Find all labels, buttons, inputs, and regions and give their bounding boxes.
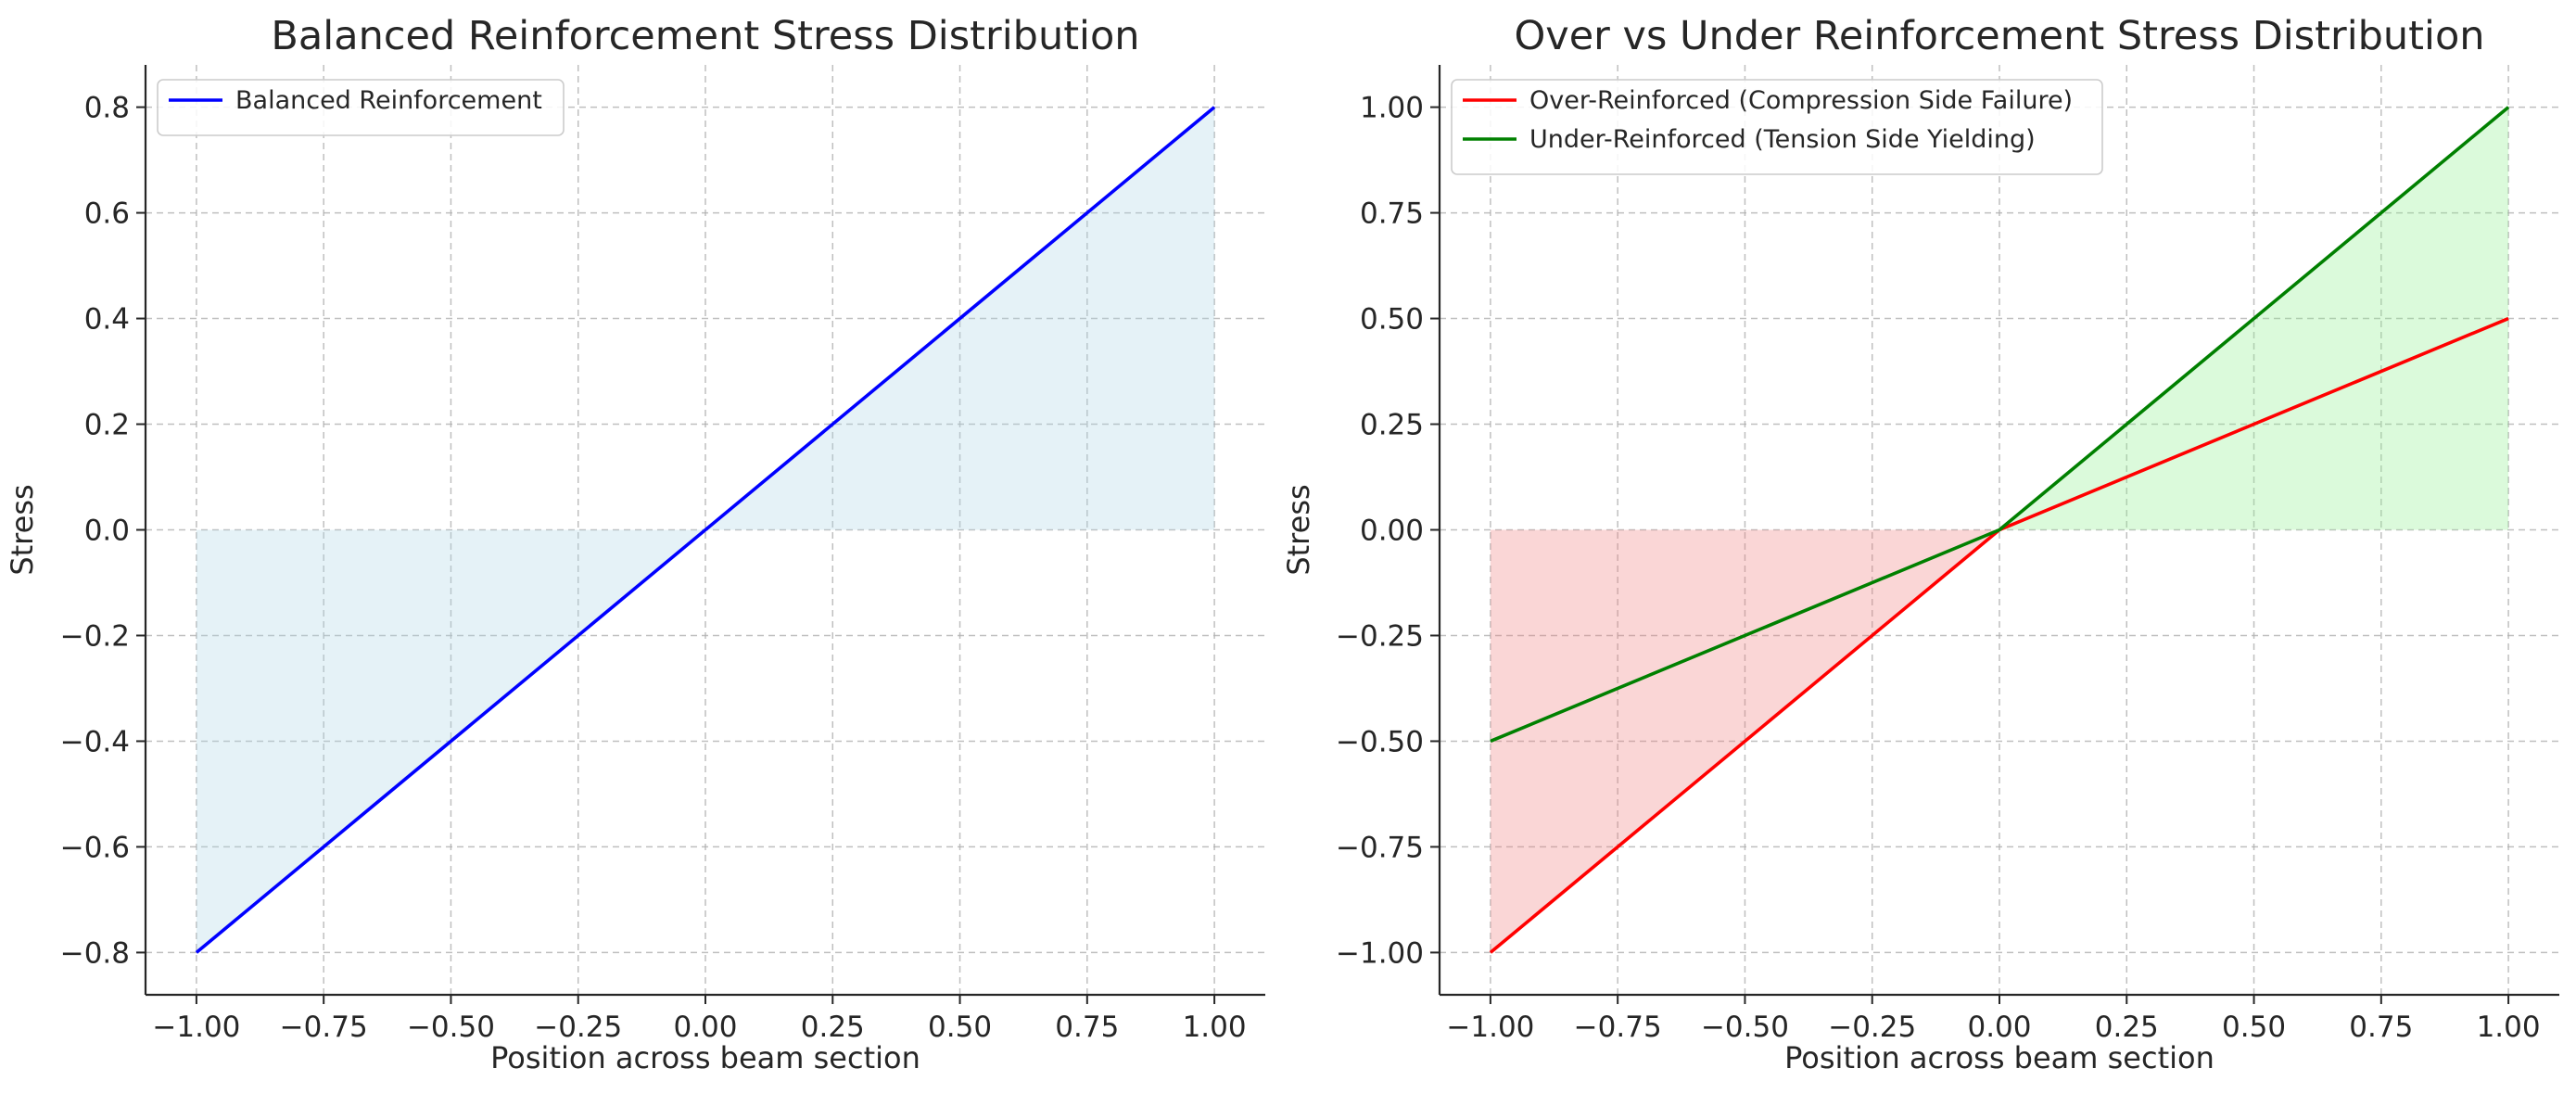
- x-tick-label: 0.00: [673, 1011, 737, 1044]
- legend-label: Balanced Reinforcement: [235, 86, 542, 115]
- legend-box: [157, 79, 565, 136]
- chart-title: Over vs Under Reinforcement Stress Distr…: [1514, 13, 2484, 59]
- y-tick-label: 0.6: [84, 197, 130, 231]
- x-tick-label: 0.75: [1055, 1011, 1119, 1044]
- y-tick-label: −1.00: [1336, 936, 1424, 970]
- x-tick-label: 0.25: [2095, 1011, 2159, 1044]
- x-tick-label: −0.25: [534, 1011, 622, 1044]
- y-tick-label: −0.4: [60, 725, 130, 758]
- y-tick-label: −0.2: [60, 619, 130, 653]
- series-line: [195, 106, 1216, 954]
- x-tick-label: 0.50: [928, 1011, 992, 1044]
- x-tick-label: −0.50: [1701, 1011, 1789, 1044]
- x-tick-label: −0.75: [280, 1011, 368, 1044]
- x-tick-label: 0.50: [2222, 1011, 2286, 1044]
- y-tick-label: 0.8: [84, 92, 130, 125]
- chart-panel-2: −1.00 −0.75 −0.50 −0.25 0.00 0.25 0.50 0.75 1.00…: [1281, 13, 2559, 1075]
- y-tick-label: 0.25: [1360, 409, 1424, 442]
- series-line: [1490, 106, 2510, 744]
- y-axis-label: Stress: [5, 484, 40, 575]
- y-axis-label: Stress: [1281, 484, 1316, 575]
- x-tick-label: −0.75: [1574, 1011, 1662, 1044]
- legend-label: Under-Reinforced (Tension Side Yielding): [1529, 125, 2036, 154]
- x-tick-label: 0.00: [1967, 1011, 2031, 1044]
- y-tick-label: −0.25: [1336, 619, 1424, 653]
- x-axis-label: Position across beam section: [490, 1040, 920, 1075]
- y-tick-label: 0.4: [84, 303, 130, 337]
- legend-label: Over-Reinforced (Compression Side Failur…: [1529, 86, 2073, 115]
- x-tick-label: −0.50: [407, 1011, 495, 1044]
- y-tick-label: 0.0: [84, 515, 130, 548]
- chart-panel-1: −1.00 −0.75 −0.50 −0.25 0.00 0.25 0.50 0.75 1.00…: [5, 13, 1265, 1075]
- x-tick-label: 1.00: [1183, 1011, 1247, 1044]
- x-tick-label: −0.25: [1828, 1011, 1916, 1044]
- y-tick-label: −0.6: [60, 831, 130, 864]
- y-tick-label: −0.50: [1336, 725, 1424, 758]
- y-tick-label: 0.75: [1360, 197, 1424, 231]
- y-tick-label: 1.00: [1360, 92, 1424, 125]
- x-tick-label: 1.00: [2477, 1011, 2541, 1044]
- y-tick-label: 0.2: [84, 409, 130, 442]
- y-tick-label: −0.8: [60, 936, 130, 970]
- y-tick-label: 0.50: [1360, 303, 1424, 337]
- x-axis-label: Position across beam section: [1784, 1040, 2214, 1075]
- y-tick-label: 0.00: [1360, 515, 1424, 548]
- x-tick-label: −1.00: [152, 1011, 240, 1044]
- chart-title: Balanced Reinforcement Stress Distributi…: [271, 13, 1139, 59]
- y-tick-label: −0.75: [1336, 831, 1424, 864]
- x-tick-label: −1.00: [1446, 1011, 1534, 1044]
- x-tick-label: 0.75: [2349, 1011, 2413, 1044]
- x-tick-label: 0.25: [801, 1011, 865, 1044]
- legend-box: [1451, 79, 2103, 175]
